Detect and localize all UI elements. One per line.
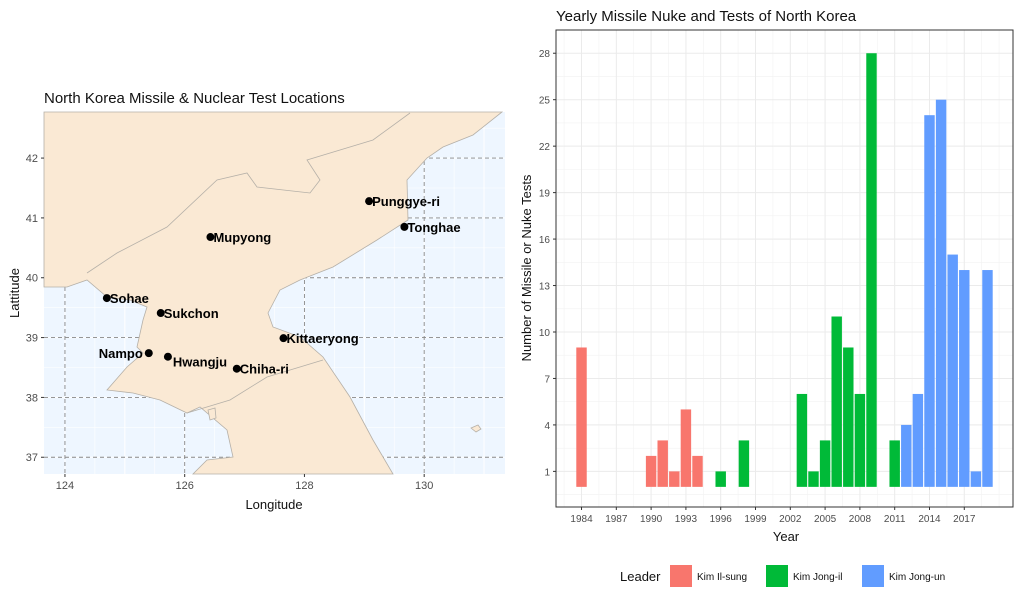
map-x-tick-label: 126 (176, 480, 194, 492)
bar-2015 (935, 99, 947, 487)
legend-label: Kim Il-sung (697, 572, 747, 583)
bar-2012 (901, 424, 912, 487)
map-point (102, 294, 111, 303)
map-point (206, 233, 215, 242)
bar-2008 (854, 393, 866, 487)
map-y-tick-label: 39 (26, 333, 38, 345)
map-x-tick-label: 130 (415, 480, 433, 492)
bar-1990 (645, 455, 657, 487)
bar-2006 (831, 316, 842, 487)
bar-y-tick-label: 16 (539, 235, 551, 246)
legend-title: Leader (620, 569, 661, 584)
island (470, 424, 482, 433)
bar-2013 (912, 393, 924, 487)
map-point (156, 309, 165, 318)
map-point (365, 197, 374, 206)
bar-1993 (680, 409, 692, 487)
bar-y-tick-label: 25 (539, 96, 551, 107)
bar-y-label: Number of Missile or Nuke Tests (519, 174, 534, 361)
map-x-tick-label: 128 (295, 480, 313, 492)
map-point-label: Sukchon (164, 306, 219, 321)
bar-2009 (866, 53, 877, 487)
bar-x-label: Year (773, 529, 800, 544)
bar-2007 (843, 347, 854, 487)
bar-1991 (657, 440, 668, 487)
bar-1996 (715, 471, 726, 487)
map-point-label: Hwangju (173, 355, 227, 370)
map-point-label: Punggye-ri (372, 194, 440, 209)
bar-y-tick-label: 28 (539, 49, 551, 60)
map-y-tick-label: 38 (26, 392, 38, 404)
bar-x-tick-label: 2011 (884, 514, 906, 525)
bar-x-tick-label: 2005 (814, 514, 837, 525)
map-chart: Punggye-ri Tonghae Mupyong Sohae Sukchon Kitt… (7, 90, 505, 512)
map-y-tick-label: 40 (26, 273, 38, 285)
bar-x-tick-label: 2017 (953, 514, 976, 525)
bar-1992 (669, 471, 680, 487)
map-title: North Korea Missile & Nuclear Test Locat… (44, 90, 345, 107)
legend-key-kim-jong-il (766, 565, 788, 587)
bar-x-tick-label: 1987 (605, 514, 628, 525)
map-point (400, 222, 409, 231)
bar-2003 (796, 393, 808, 487)
bar-1994 (692, 455, 703, 487)
bar-1984 (576, 347, 587, 487)
bar-title: Yearly Missile Nuke and Tests of North K… (556, 8, 857, 25)
bar-2016 (947, 254, 958, 487)
bar-2018 (970, 471, 982, 487)
bar-x-tick-label: 2002 (779, 514, 802, 525)
bar-y-tick-label: 22 (539, 142, 551, 153)
bar-x-tick-label: 2014 (918, 514, 941, 525)
bar-2014 (924, 115, 935, 487)
bar-panel-background (556, 30, 1013, 507)
map-point (163, 352, 172, 361)
bar-x-tick-label: 2008 (849, 514, 872, 525)
map-point (144, 349, 153, 358)
map-y-tick-label: 42 (26, 153, 38, 165)
map-point (279, 334, 288, 343)
bar-y-tick-label: 13 (539, 282, 551, 293)
legend-label: Kim Jong-il (793, 572, 842, 583)
bar-y-tick-label: 7 (544, 374, 550, 385)
legend: Leader Kim Il-sung Kim Jong-il Kim Jong-un (620, 565, 945, 587)
bar-x-tick-label: 1990 (640, 514, 663, 525)
bar-x-tick-label: 1993 (675, 514, 698, 525)
map-point-label: Sohae (110, 291, 149, 306)
map-point-label: Chiha-ri (240, 362, 289, 377)
island (207, 407, 217, 421)
map-point-label: Nampo (99, 346, 143, 361)
bar-panel-border (555, 29, 1014, 508)
bar-2017 (959, 270, 970, 487)
south-korea-border (186, 359, 324, 414)
bar-y-tick-label: 4 (544, 421, 550, 432)
map-y-tick-label: 37 (26, 452, 38, 464)
china-border (86, 112, 411, 274)
legend-key-kim-il-sung (670, 565, 692, 587)
bar-y-tick-label: 10 (539, 328, 551, 339)
map-x-label: Longitude (245, 497, 302, 512)
bar-x-tick-label: 1984 (570, 514, 593, 525)
bar-2004 (808, 471, 819, 487)
bar-y-tick-label: 1 (544, 467, 550, 478)
map-point-label: Tonghae (407, 220, 460, 235)
map-point-label: Kittaeryong (286, 331, 358, 346)
bar-2011 (889, 440, 900, 487)
map-point-label: Mupyong (213, 230, 271, 245)
map-x-tick-label: 124 (56, 480, 74, 492)
bar-x-tick-label: 1996 (710, 514, 733, 525)
legend-key-kim-jong-un (862, 565, 884, 587)
legend-label: Kim Jong-un (889, 572, 945, 583)
map-point (232, 364, 241, 373)
bar-1998 (738, 440, 750, 487)
bar-x-tick-label: 1999 (744, 514, 767, 525)
bar-2019 (982, 270, 993, 487)
bar-2005 (819, 440, 831, 487)
map-y-tick-label: 41 (26, 213, 38, 225)
map-y-label: Lattitude (7, 268, 22, 318)
bar-y-tick-label: 19 (539, 189, 551, 200)
